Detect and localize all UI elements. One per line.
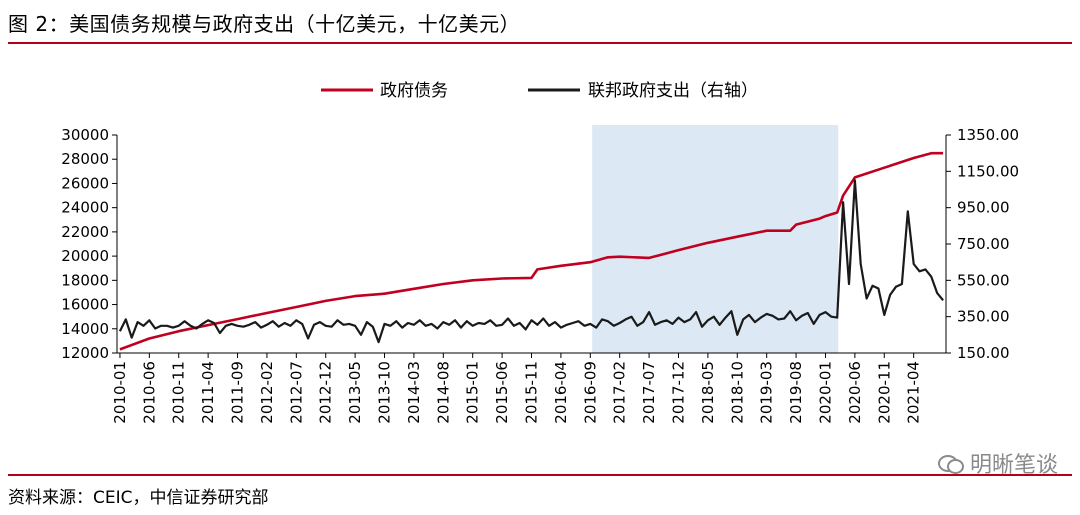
y-right-tick-label: 1350.00 [957,126,1019,144]
x-tick-label: 2011-04 [199,361,217,424]
y-right-tick-label: 150.00 [957,344,1010,362]
line-chart: 30000 28000 26000 24000 22000 20000 18000 16000… [61,81,1019,424]
x-tick-label: 2010-06 [140,361,158,424]
y-left-tick-label: 26000 [61,174,109,192]
y-left-tick-label: 16000 [61,296,109,314]
y-left-tick-label: 14000 [61,320,109,338]
shaded-region-layer [592,125,839,353]
legend-debt-label: 政府债务 [380,81,448,101]
x-tick-label: 2014-03 [405,361,423,424]
wechat-icon [937,453,964,474]
x-tick-label: 2015-01 [464,361,482,424]
x-tick-label: 2013-10 [376,361,394,424]
x-tick-label: 2017-12 [669,361,687,424]
x-tick-label: 2018-10 [728,361,746,424]
x-tick-label: 2013-05 [346,361,364,424]
title-rule [8,42,1072,44]
x-tick-label: 2020-01 [816,361,834,424]
y-right-tick-label: 1150.00 [957,162,1019,180]
y-right-tick-label: 350.00 [957,308,1010,326]
figure-title: 图 2：美国债务规模与政府支出（十亿美元，十亿美元） [8,12,521,36]
x-tick-label: 2016-04 [552,361,570,424]
y-left-tick-label: 18000 [61,271,109,289]
y-left-tick-label: 20000 [61,247,109,265]
x-tick-label: 2017-02 [611,361,629,424]
x-tick-label: 2012-02 [258,361,276,424]
y-left-tick-label: 30000 [61,126,109,144]
legend: 政府债务 联邦政府支出（右轴） [321,81,758,101]
series-line-debt [119,151,944,351]
x-tick-label: 2012-07 [287,361,305,424]
x-tick-label: 2012-12 [317,361,335,424]
x-tick-label: 2010-11 [170,361,188,424]
series-layer [118,151,944,351]
x-tick-label: 2018-05 [699,361,717,424]
y-left-tick-label: 12000 [61,344,109,362]
legend-spending-label: 联邦政府支出（右轴） [588,81,758,101]
y-right-tick-label: 550.00 [957,271,1010,289]
shaded-region [592,125,839,353]
x-tick-label: 2016-09 [581,361,599,424]
source-rule [8,474,1072,476]
x-tick-label: 2015-06 [493,361,511,424]
watermark: 明晰笔谈 [937,447,1058,479]
axes-layer: 30000 28000 26000 24000 22000 20000 18000 16000… [61,126,1019,424]
x-tick-label: 2021-04 [905,361,923,424]
y-left-tick-label: 24000 [61,199,109,217]
x-tick-label: 2019-03 [758,361,776,424]
watermark-text: 明晰笔谈 [969,453,1058,478]
x-tick-label: 2017-07 [640,361,658,424]
x-tick-label: 2014-08 [434,361,452,424]
x-tick-label: 2015-11 [523,361,541,424]
x-tick-label: 2020-11 [875,361,893,424]
y-right-tick-label: 950.00 [957,199,1010,217]
x-tick-label: 2010-01 [111,361,129,424]
x-tick-label: 2019-08 [787,361,805,424]
y-right-tick-label: 750.00 [957,235,1010,253]
y-left-tick-label: 22000 [61,223,109,241]
series-line-spending [118,179,944,344]
y-left-tick-label: 28000 [61,150,109,168]
x-tick-label: 2020-06 [846,361,864,424]
x-tick-label: 2011-09 [229,361,247,424]
source-note: 资料来源：CEIC，中信证券研究部 [8,488,269,508]
